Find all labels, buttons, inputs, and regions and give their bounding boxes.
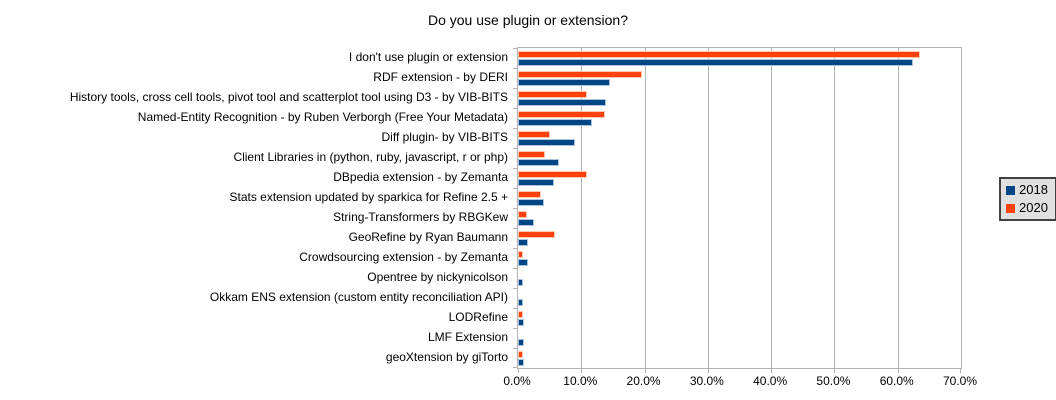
x-axis-tick <box>518 368 519 373</box>
y-axis-tick <box>513 48 518 49</box>
bar-2018 <box>518 119 592 126</box>
legend-label: 2020 <box>1019 200 1048 215</box>
y-axis-tick <box>513 228 518 229</box>
bar-2018 <box>518 299 523 306</box>
category-label: LMF Extension <box>427 330 508 344</box>
bar-2020 <box>518 71 642 78</box>
x-axis-tick <box>771 368 773 373</box>
chart-title: Do you use plugin or extension? <box>427 12 629 28</box>
category-label: Opentree by nickynicolson <box>367 270 508 284</box>
category-label: Okkam ENS extension (custom entity recon… <box>209 290 508 304</box>
category-label: Stats extension updated by sparkica for … <box>229 190 508 204</box>
bar-2018 <box>518 239 528 246</box>
bar-2020 <box>518 151 545 158</box>
category-label: Crowdsourcing extension - by Zemanta <box>299 250 508 264</box>
bar-2020 <box>518 231 555 238</box>
x-tick-label: 10.0% <box>563 374 598 388</box>
legend-item-2020: 2020 <box>1006 201 1048 215</box>
bar-2018 <box>518 199 544 206</box>
bar-2018 <box>518 359 524 366</box>
x-tick-label: 0.0% <box>503 374 531 388</box>
category-label: Diff plugin- by VIB-BITS <box>381 130 509 144</box>
category-label: Client Libraries in (python, ruby, javas… <box>233 150 508 164</box>
x-tick-label: 50.0% <box>816 374 851 388</box>
bar-2020 <box>518 191 541 198</box>
legend-item-2018: 2018 <box>1006 183 1048 197</box>
x-axis-tick <box>644 368 646 373</box>
bar-2018 <box>518 139 575 146</box>
bar-2020 <box>518 131 550 138</box>
bar-2018 <box>518 99 606 106</box>
bar-2020 <box>518 111 605 118</box>
category-label: RDF extension - by DERI <box>373 70 508 84</box>
y-axis-tick <box>513 367 518 368</box>
bar-2018 <box>518 279 523 286</box>
bar-2020 <box>518 311 523 318</box>
category-label: DBpedia extension - by Zemanta <box>333 170 508 184</box>
y-axis-tick <box>513 68 518 69</box>
x-tick-label: 30.0% <box>689 374 724 388</box>
bar-2020 <box>518 211 527 218</box>
gridline <box>581 48 583 368</box>
bar-2018 <box>518 79 610 86</box>
bar-2020 <box>518 171 587 178</box>
gridline <box>644 48 646 368</box>
y-axis-tick <box>513 288 518 289</box>
x-axis-tick <box>897 368 899 373</box>
x-tick-label: 40.0% <box>753 374 788 388</box>
y-axis-tick <box>513 88 518 89</box>
y-axis-tick <box>513 268 518 269</box>
bar-2018 <box>518 59 913 66</box>
gridline <box>834 48 836 368</box>
x-axis-tick <box>834 368 836 373</box>
y-axis-tick <box>513 188 518 189</box>
legend-label: 2018 <box>1019 182 1048 197</box>
bar-2020 <box>518 251 523 258</box>
y-axis-tick <box>513 148 518 149</box>
y-axis-tick <box>513 108 518 109</box>
bar-2018 <box>518 179 554 186</box>
bar-2018 <box>518 259 528 266</box>
y-axis-tick <box>513 168 518 169</box>
category-label: geoXtension by giTorto <box>385 350 508 364</box>
bar-2020 <box>518 91 587 98</box>
x-tick-label: 60.0% <box>879 374 914 388</box>
legend-swatch-2018 <box>1006 185 1015 195</box>
gridline <box>897 48 899 368</box>
category-label: Named-Entity Recognition - by Ruben Verb… <box>137 110 508 124</box>
y-axis-tick <box>513 328 518 329</box>
category-label: History tools, cross cell tools, pivot t… <box>69 90 508 104</box>
y-axis-tick <box>513 248 518 249</box>
x-axis-tick <box>707 368 709 373</box>
legend: 2018 2020 <box>999 177 1056 221</box>
legend-swatch-2020 <box>1006 203 1015 213</box>
bar-2018 <box>518 339 524 346</box>
x-axis-tick <box>581 368 583 373</box>
y-axis-tick <box>513 308 518 309</box>
y-axis-tick <box>513 208 518 209</box>
x-tick-label: 70.0% <box>942 374 978 388</box>
bar-2020 <box>518 351 523 358</box>
bar-2020 <box>518 51 920 58</box>
category-label: String-Transformers by RBGKew <box>333 210 508 224</box>
category-label: GeoRefine by Ryan Baumann <box>348 230 508 244</box>
category-label: I don't use plugin or extension <box>348 50 508 64</box>
category-label: LODRefine <box>448 310 508 324</box>
gridline <box>771 48 773 368</box>
plot-area <box>513 47 962 373</box>
gridline <box>707 48 709 368</box>
x-axis-tick <box>960 368 961 373</box>
bar-2018 <box>518 319 524 326</box>
bar-2018 <box>518 159 559 166</box>
x-tick-label: 20.0% <box>626 374 661 388</box>
y-axis-tick <box>513 128 518 129</box>
bar-2018 <box>518 219 534 226</box>
y-axis-tick <box>513 348 518 349</box>
